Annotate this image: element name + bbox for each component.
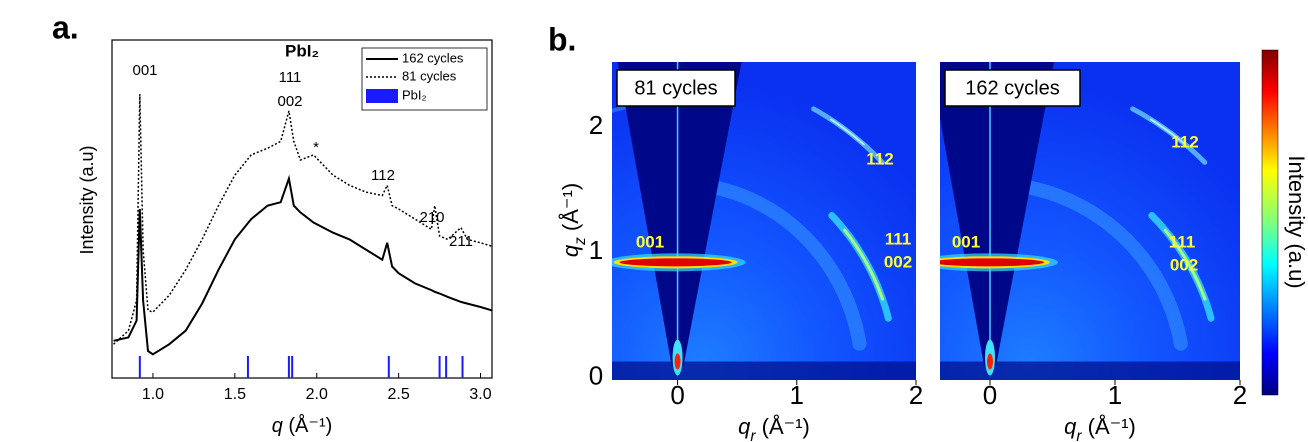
legend-label: 162 cycles [402, 50, 464, 65]
peak-annotation: 001 [132, 62, 157, 79]
x-tick-label: 1.0 [142, 386, 164, 403]
x-tick-label: 3.0 [469, 386, 491, 403]
decoration [619, 258, 732, 267]
panel-title: 162 cycles [965, 77, 1060, 99]
x-tick-label: 1 [1108, 380, 1122, 410]
peak-annotation: 001 [636, 232, 664, 251]
decoration [843, 228, 885, 301]
legend-label: PbI₂ [402, 87, 427, 102]
peak-annotation: 002 [884, 252, 912, 271]
x-tick-label: 2 [909, 380, 923, 410]
x-tick-label: 0 [670, 380, 684, 410]
decoration [944, 69, 1081, 107]
decoration [617, 62, 742, 366]
peak-annotation: 112 [371, 167, 395, 184]
peak-annotation: 112 [1171, 132, 1198, 151]
peak-annotation: 211 [449, 233, 473, 250]
decoration [1150, 118, 1187, 146]
decoration [674, 353, 681, 370]
colorbar [1261, 49, 1279, 396]
peak-annotation: 002 [1170, 255, 1198, 274]
peak-annotation: 210 [419, 209, 444, 226]
x-axis-label: qr (Å⁻¹) [1064, 414, 1136, 442]
colorbar-label: Intensity (a.u) [1284, 155, 1308, 288]
x-tick-label: 2.5 [388, 386, 410, 403]
y-axis-label: Intensity (a.u) [77, 145, 97, 254]
decoration [366, 89, 398, 103]
decoration [612, 361, 916, 380]
x-tick-label: 2.0 [306, 386, 328, 403]
chart-title: PbI₂ [285, 41, 319, 60]
decoration [111, 39, 493, 379]
panel-label: a. [52, 9, 79, 45]
y-tick-label: 2 [589, 110, 603, 140]
y-tick-label: 0 [589, 360, 603, 390]
y-tick-label: 1 [589, 235, 603, 265]
data-line [113, 94, 493, 345]
peak-annotation: 001 [952, 232, 980, 251]
data-line [113, 174, 493, 356]
legend-label: 81 cycles [402, 68, 457, 83]
decoration [987, 353, 993, 370]
decoration [940, 361, 1240, 380]
heatmap [612, 62, 916, 380]
heatmap [940, 62, 1240, 380]
decoration [983, 176, 1188, 351]
peak-annotation: 002 [277, 93, 302, 110]
peak-annotation: 112 [866, 149, 893, 168]
decoration [612, 104, 634, 113]
y-axis-label: qz (Å⁻¹) [558, 183, 589, 257]
decoration [940, 62, 1054, 366]
x-axis-label: qr (Å⁻¹) [738, 414, 810, 442]
peak-annotation: * [313, 139, 319, 156]
x-tick-label: 0 [983, 380, 997, 410]
peak-annotation: 111 [1169, 232, 1196, 251]
x-tick-label: 2 [1233, 380, 1247, 410]
panel-label: b. [548, 21, 576, 57]
peak-annotation: 111 [885, 229, 912, 248]
x-tick-label: 1 [790, 380, 804, 410]
decoration [616, 69, 736, 107]
decoration [670, 176, 867, 351]
decoration [1163, 228, 1207, 301]
x-tick-label: 1.5 [224, 386, 246, 403]
decoration [830, 118, 865, 146]
panel-title: 81 cycles [634, 77, 717, 99]
x-axis-label: q (Å⁻¹) [272, 414, 333, 437]
peak-annotation: 111 [279, 69, 302, 86]
decoration [940, 258, 1044, 267]
